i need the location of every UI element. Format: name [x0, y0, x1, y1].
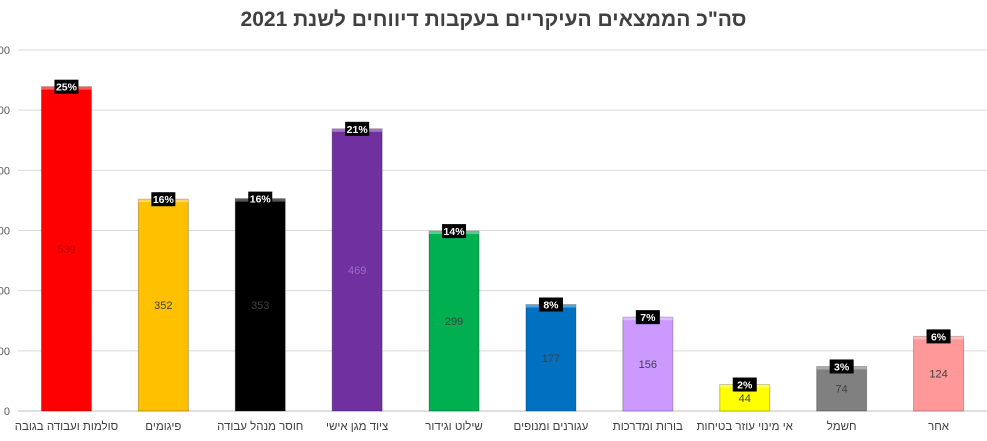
- bar-value-label: 44: [739, 393, 751, 405]
- percent-badge: [926, 329, 951, 344]
- bar-value-label: 352: [154, 300, 172, 312]
- bar-value-label: 124: [929, 369, 947, 381]
- bar-value-label: 177: [542, 353, 560, 365]
- percent-badge: [635, 310, 660, 325]
- bar-value-label: 353: [251, 300, 269, 312]
- y-tick-label: 0: [4, 406, 10, 418]
- percent-badge: [248, 191, 273, 206]
- percent-badge: [538, 297, 563, 312]
- category-label: עגורנים ומנופים: [514, 421, 589, 433]
- percent-label: 6%: [931, 331, 947, 343]
- category-label: בורות ומדרכות: [613, 421, 683, 433]
- y-tick-label: 00: [0, 286, 10, 298]
- percent-label: 2%: [737, 380, 753, 392]
- percent-badge: [829, 359, 854, 374]
- percent-label: 14%: [444, 226, 466, 238]
- percent-label: 7%: [640, 312, 656, 324]
- category-label: ציוד מגן אישי: [326, 421, 388, 433]
- percent-label: 16%: [250, 194, 272, 206]
- bar-value-label: 469: [348, 265, 366, 277]
- bar-value-label: 299: [445, 316, 463, 328]
- percent-label: 21%: [347, 124, 369, 136]
- bar: [622, 316, 674, 412]
- y-tick-label: 00: [0, 105, 10, 117]
- percent-badge: [442, 224, 467, 239]
- bar-value-label: 74: [836, 384, 848, 396]
- percent-label: 16%: [153, 194, 175, 206]
- category-label: שילוט וגידור: [425, 420, 483, 433]
- percent-badge: [54, 79, 79, 94]
- category-label: חשמל: [827, 420, 857, 433]
- bar-value-label: 156: [639, 359, 657, 371]
- bar-value-label: 539: [57, 244, 75, 256]
- bar: [40, 86, 92, 412]
- percent-badge: [345, 121, 370, 136]
- y-tick-label: 00: [0, 165, 10, 177]
- y-tick-label: 00: [0, 226, 10, 238]
- bar: [331, 128, 383, 412]
- category-label: סולמות ועבודה בגובה: [15, 420, 118, 433]
- category-label: חוסר מנהל עבודה: [217, 420, 303, 433]
- percent-badge: [732, 377, 757, 392]
- percent-label: 25%: [56, 82, 78, 94]
- bar: [234, 198, 286, 412]
- chart-title: סה"כ הממצאים העיקריים בעקבות דיווחים לשנ…: [240, 8, 747, 31]
- percent-label: 8%: [543, 300, 559, 312]
- percent-badge: [151, 192, 176, 207]
- category-label: אחר: [928, 421, 950, 433]
- percent-label: 3%: [834, 361, 850, 373]
- bar: [137, 198, 189, 412]
- category-label: פיגומים: [145, 421, 181, 433]
- y-tick-label: 00: [0, 346, 10, 358]
- y-tick-label: 00: [0, 45, 10, 57]
- category-label: אי מינוי עוזר בטיחות: [697, 421, 794, 433]
- bar: [428, 230, 480, 412]
